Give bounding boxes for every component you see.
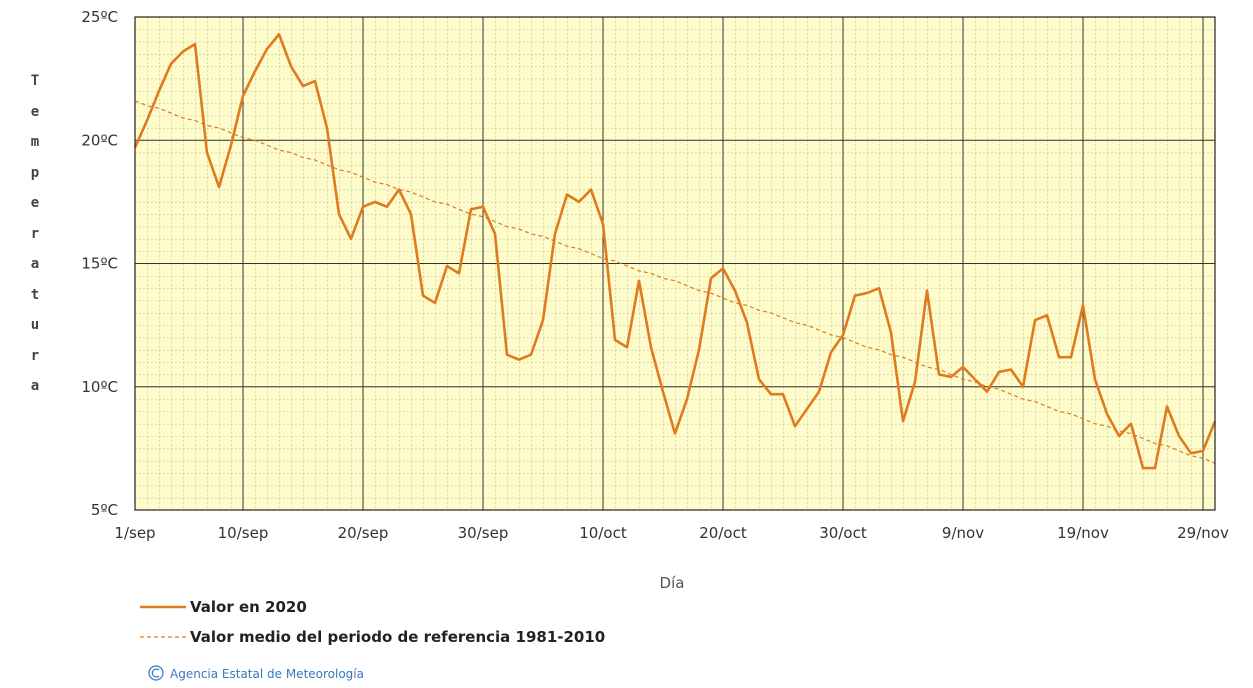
y-tick-label: 20ºC	[81, 131, 118, 149]
y-tick-label: 15ºC	[81, 255, 118, 273]
x-tick-label: 30/oct	[819, 524, 867, 542]
y-tick-label: 10ºC	[81, 378, 118, 396]
x-tick-label: 1/sep	[114, 524, 155, 542]
legend-label: Valor medio del periodo de referencia 19…	[190, 628, 605, 646]
x-tick-label: 30/sep	[458, 524, 509, 542]
y-axis-label: Temperatura	[30, 73, 40, 394]
source: Agencia Estatal de Meteorología	[170, 667, 364, 681]
x-axis-label: Día	[660, 574, 685, 592]
y-tick-label: 5ºC	[91, 501, 118, 519]
copyright-icon-c	[151, 668, 160, 678]
x-tick-label: 19/nov	[1057, 524, 1109, 542]
reference-line	[134, 100, 1216, 464]
x-tick-label: 9/nov	[942, 524, 984, 542]
legend-label: Valor en 2020	[190, 598, 307, 616]
x-tick-label: 29/nov	[1177, 524, 1229, 542]
x-tick-label: 20/oct	[699, 524, 747, 542]
y-tick-label: 25ºC	[81, 8, 118, 26]
copyright-icon	[148, 665, 164, 681]
x-tick-label: 20/sep	[338, 524, 389, 542]
x-tick-label: 10/sep	[218, 524, 269, 542]
plot-border	[134, 16, 1216, 511]
data-line	[133, 32, 1217, 470]
x-tick-label: 10/oct	[579, 524, 627, 542]
